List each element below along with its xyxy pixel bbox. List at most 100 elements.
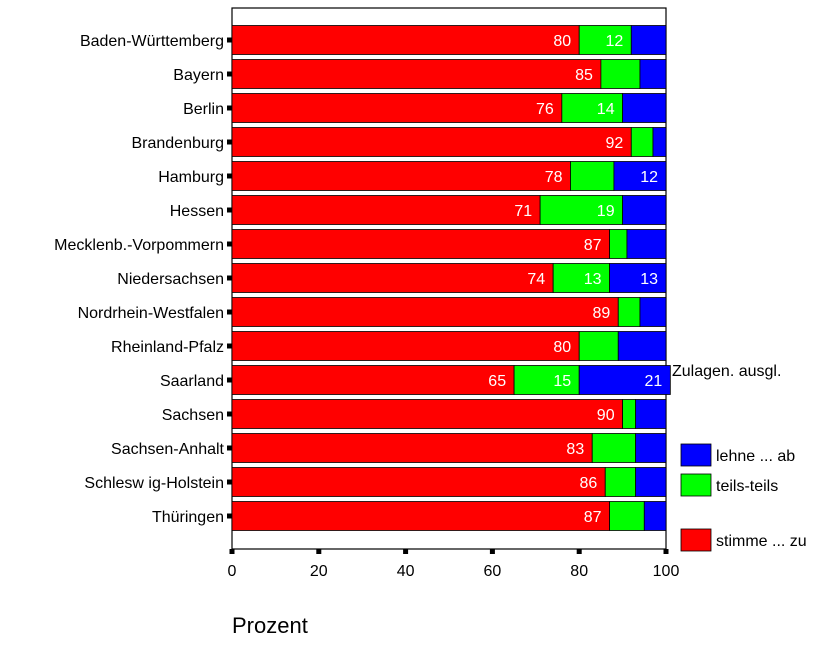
- bar-segment: [231, 161, 571, 191]
- legend-item-label: stimme ... zu: [716, 533, 807, 550]
- x-tick-mark: [403, 549, 409, 554]
- legend-swatch: [680, 528, 712, 552]
- bar-segment: [591, 433, 637, 463]
- bar-segment: [578, 25, 632, 55]
- category-label: Brandenburg: [131, 135, 224, 152]
- legend-item-label: teils-teils: [716, 478, 778, 495]
- bar-data-label: 87: [584, 237, 602, 254]
- bar-data-label: 87: [584, 509, 602, 526]
- bar-segment: [635, 433, 667, 463]
- legend-title: Zulagen. ausgl.: [672, 363, 781, 380]
- bar-segment: [231, 297, 619, 327]
- bar-data-label: 12: [640, 169, 658, 186]
- category-label: Sachsen: [162, 407, 224, 424]
- bar-segment: [604, 467, 637, 497]
- category-label: Nordrhein-Westfalen: [78, 305, 224, 322]
- bar-segment: [231, 399, 624, 429]
- bar-segment: [231, 467, 606, 497]
- bar-segment: [513, 365, 580, 395]
- legend-swatch: [680, 443, 712, 467]
- bar-segment: [609, 229, 628, 259]
- y-tick-mark: [227, 343, 232, 349]
- bar-segment: [231, 195, 541, 225]
- bar-segment: [635, 399, 667, 429]
- bar-segment: [639, 59, 667, 89]
- category-label: Bayern: [173, 67, 224, 84]
- bar-segment: [578, 365, 671, 395]
- bar-segment: [231, 59, 602, 89]
- category-label: Schlesw ig-Holstein: [84, 475, 224, 492]
- bar-data-label: 74: [527, 271, 545, 288]
- y-tick-mark: [227, 445, 232, 451]
- bar-data-label: 80: [553, 33, 571, 50]
- bar-data-label: 83: [566, 441, 584, 458]
- x-tick-label: 60: [484, 563, 502, 580]
- bar-data-label: 13: [640, 271, 658, 288]
- x-tick-mark: [316, 549, 322, 554]
- x-tick-label: 20: [310, 563, 328, 580]
- bar-segment: [630, 25, 667, 55]
- y-tick-mark: [227, 105, 232, 111]
- bar-data-label: 90: [597, 407, 615, 424]
- y-tick-mark: [227, 71, 232, 77]
- category-label: Niedersachsen: [117, 271, 224, 288]
- category-label: Saarland: [160, 373, 224, 390]
- y-tick-mark: [227, 207, 232, 213]
- bar-data-label: 89: [592, 305, 610, 322]
- x-tick-mark: [489, 549, 495, 554]
- category-label: Thüringen: [152, 509, 224, 526]
- bar-segment: [231, 331, 580, 361]
- bar-segment: [231, 93, 563, 123]
- bar-segment: [600, 59, 641, 89]
- bar-segment: [552, 263, 610, 293]
- bar-data-label: 76: [536, 101, 554, 118]
- category-label: Hessen: [170, 203, 224, 220]
- y-tick-mark: [227, 275, 232, 281]
- bar-data-label: 21: [645, 373, 663, 390]
- legend: Zulagen. ausgl. lehne ... ab teils-teils s…: [672, 363, 807, 552]
- bar-segment: [231, 365, 515, 395]
- y-tick-mark: [227, 173, 232, 179]
- bar-segment: [539, 195, 624, 225]
- bar-segment: [231, 501, 610, 531]
- legend-item-label: lehne ... ab: [716, 448, 795, 465]
- y-tick-mark: [227, 139, 232, 145]
- bar-data-label: 12: [605, 33, 623, 50]
- bar-segment: [617, 297, 641, 327]
- bar-data-label: 14: [597, 101, 615, 118]
- bar-segment: [652, 127, 667, 157]
- y-tick-mark: [227, 377, 232, 383]
- bar-data-label: 80: [553, 339, 571, 356]
- bar-segment: [231, 229, 610, 259]
- category-label: Sachsen-Anhalt: [111, 441, 225, 458]
- x-tick-label: 0: [228, 563, 237, 580]
- bar-segment: [570, 161, 615, 191]
- bar-data-label: 86: [579, 475, 597, 492]
- bar-segment: [578, 331, 619, 361]
- bar-segment: [609, 263, 667, 293]
- bar-segment: [639, 297, 667, 327]
- bar-segment: [231, 263, 554, 293]
- legend-swatch: [680, 473, 712, 497]
- x-tick-label: 80: [570, 563, 588, 580]
- y-tick-mark: [227, 37, 232, 43]
- bar-segment: [635, 467, 667, 497]
- x-axis-label: Prozent: [232, 613, 308, 638]
- category-label: Rheinland-Pfalz: [111, 339, 224, 356]
- bar-data-label: 78: [545, 169, 563, 186]
- category-label: Baden-Württemberg: [80, 33, 224, 50]
- category-label: Mecklenb.-Vorpommern: [54, 237, 224, 254]
- x-axis: 0 20 40 60 80 100: [228, 549, 679, 580]
- category-label: Hamburg: [158, 169, 224, 186]
- x-tick-label: 40: [397, 563, 415, 580]
- bar-segment: [617, 331, 667, 361]
- bar-segment: [622, 399, 637, 429]
- y-tick-mark: [227, 241, 232, 247]
- bar-segment: [609, 501, 645, 531]
- x-tick-mark: [663, 549, 669, 554]
- bar-segment: [626, 229, 667, 259]
- bar-segment: [231, 25, 580, 55]
- bar-segment: [622, 195, 667, 225]
